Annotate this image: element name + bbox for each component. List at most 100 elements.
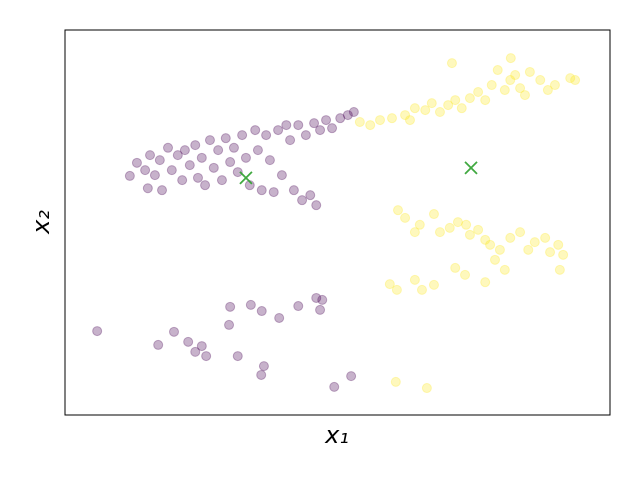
point xyxy=(400,110,411,121)
x-axis-label: x₁ xyxy=(324,421,349,449)
point xyxy=(172,150,183,161)
plot-area xyxy=(64,29,611,416)
point xyxy=(256,306,267,317)
point xyxy=(220,133,231,144)
point xyxy=(505,75,516,86)
point xyxy=(225,157,236,168)
point xyxy=(365,120,376,131)
point xyxy=(434,227,445,238)
point xyxy=(558,249,569,260)
point xyxy=(523,244,534,255)
point xyxy=(409,227,420,238)
y-axis-label: x₂ xyxy=(27,210,55,235)
point xyxy=(256,369,267,380)
point xyxy=(245,299,256,310)
point xyxy=(554,264,565,275)
point xyxy=(446,58,457,69)
point xyxy=(570,75,581,86)
point xyxy=(196,341,207,352)
point xyxy=(392,205,403,216)
point xyxy=(288,185,299,196)
point xyxy=(327,123,338,134)
point xyxy=(240,152,251,163)
point xyxy=(494,244,505,255)
point xyxy=(200,180,211,191)
point xyxy=(486,80,497,91)
point xyxy=(293,120,304,131)
point xyxy=(456,103,467,114)
point xyxy=(268,187,279,198)
point xyxy=(264,155,275,166)
point xyxy=(329,381,340,392)
point xyxy=(461,219,472,230)
point xyxy=(92,326,103,337)
point xyxy=(311,292,322,303)
point xyxy=(190,346,201,357)
point xyxy=(387,113,397,124)
point xyxy=(166,165,177,176)
point xyxy=(348,107,359,118)
centroid-marker xyxy=(464,161,478,175)
point xyxy=(505,53,516,64)
point xyxy=(179,145,190,156)
point xyxy=(208,162,219,173)
point xyxy=(309,118,320,129)
point xyxy=(252,145,263,156)
point xyxy=(311,200,322,211)
point xyxy=(464,229,475,240)
point xyxy=(177,175,188,186)
point xyxy=(142,183,153,194)
point xyxy=(510,70,521,81)
point xyxy=(444,222,455,233)
point xyxy=(505,232,516,243)
point xyxy=(391,284,402,295)
point xyxy=(375,115,386,126)
point xyxy=(315,125,326,136)
point xyxy=(342,110,353,121)
point xyxy=(321,115,332,126)
point xyxy=(384,279,395,290)
point xyxy=(529,237,540,248)
point xyxy=(154,155,165,166)
point xyxy=(485,239,496,250)
point xyxy=(553,239,564,250)
point xyxy=(464,93,475,104)
point xyxy=(409,103,420,114)
point xyxy=(354,117,365,128)
point xyxy=(524,66,535,77)
point xyxy=(549,80,560,91)
point xyxy=(390,376,401,387)
point xyxy=(124,170,135,181)
point xyxy=(428,279,439,290)
point xyxy=(421,383,432,394)
point xyxy=(237,130,248,141)
point xyxy=(305,190,316,201)
point xyxy=(232,351,243,362)
point xyxy=(261,130,272,141)
point xyxy=(184,160,195,171)
point xyxy=(473,224,484,235)
point xyxy=(492,65,503,76)
point xyxy=(480,234,491,245)
point xyxy=(232,167,243,178)
point xyxy=(315,304,326,315)
point xyxy=(420,105,431,116)
point xyxy=(434,107,445,118)
point xyxy=(274,312,285,323)
point xyxy=(297,195,308,206)
point xyxy=(204,135,215,146)
point xyxy=(346,371,357,382)
point xyxy=(452,217,463,228)
point xyxy=(300,130,311,141)
point xyxy=(281,120,292,131)
point xyxy=(140,165,151,176)
point xyxy=(490,254,501,265)
point xyxy=(201,351,212,362)
point xyxy=(499,264,510,275)
point xyxy=(450,262,461,273)
point xyxy=(228,142,239,153)
point xyxy=(409,274,420,285)
point xyxy=(196,152,207,163)
point xyxy=(153,339,164,350)
